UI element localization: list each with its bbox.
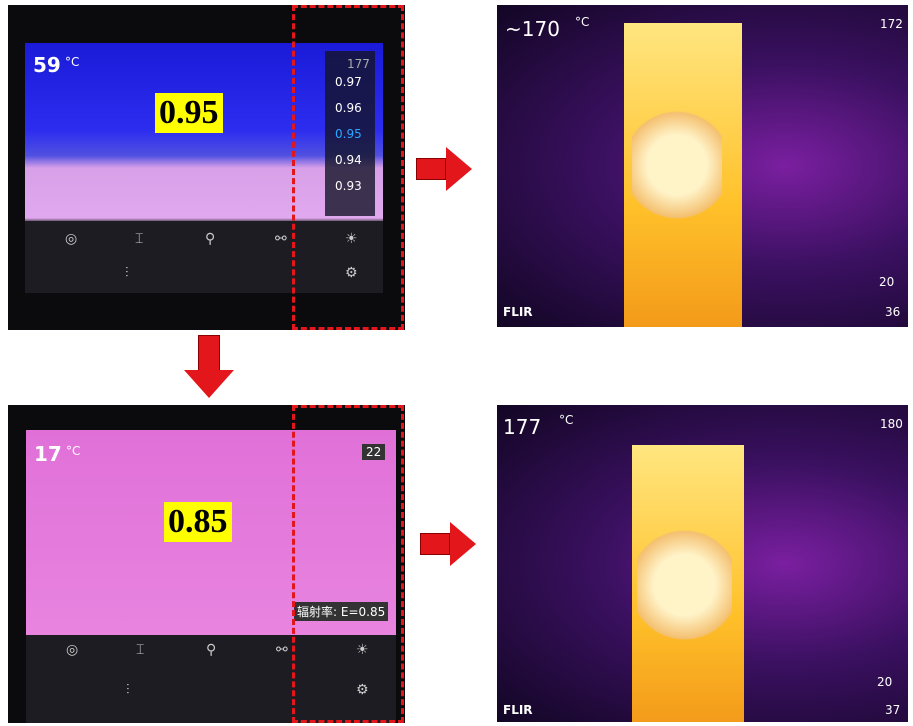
unit: °C: [575, 15, 589, 29]
temperature: 17: [34, 442, 62, 466]
scale-min: 36: [885, 305, 900, 319]
hot-spot: [632, 105, 722, 225]
icon[interactable]: ⚯: [275, 231, 287, 247]
icon[interactable]: ◎: [66, 642, 78, 658]
arrow: [446, 147, 472, 191]
distance: 20: [877, 675, 892, 689]
icon[interactable]: ⫶: [125, 265, 129, 281]
temperature: ~170: [505, 17, 560, 41]
unit: °C: [559, 413, 573, 427]
brand: FLIR: [503, 703, 533, 717]
icon[interactable]: ⌶: [135, 231, 143, 247]
icon[interactable]: ⚯: [276, 642, 288, 658]
temperature: 177: [503, 415, 541, 439]
arrow: [416, 158, 446, 180]
scale-max: 172: [880, 17, 903, 31]
scale-min: 37: [885, 703, 900, 717]
icon[interactable]: ⫶: [126, 682, 130, 698]
scale-max: 180: [880, 417, 903, 431]
distance: 20: [879, 275, 894, 289]
icon[interactable]: ⚲: [205, 231, 215, 247]
emissivity-label: 0.95: [155, 93, 223, 133]
emissivity-label: 0.85: [164, 502, 232, 542]
hot-spot: [637, 525, 732, 645]
thermal-image: ~170 °C 172 20 36 FLIR: [497, 5, 908, 327]
unit: °C: [65, 55, 79, 69]
unit: °C: [66, 444, 80, 458]
arrow: [420, 533, 450, 555]
arrow: [198, 335, 220, 371]
icon[interactable]: ⚲: [206, 642, 216, 658]
brand: FLIR: [503, 305, 533, 319]
arrow: [450, 522, 476, 566]
icon[interactable]: ◎: [65, 231, 77, 247]
highlight-box: [292, 405, 404, 723]
page: 59 °C 0.95 177 0.97 0.96 0.95 0.94 0.93 …: [0, 0, 913, 726]
thermal-image: 177 °C 180 20 37 FLIR: [497, 405, 908, 722]
arrow: [184, 370, 234, 398]
highlight-box: [292, 5, 404, 330]
icon[interactable]: ⌶: [136, 642, 144, 658]
temperature: 59: [33, 53, 61, 77]
